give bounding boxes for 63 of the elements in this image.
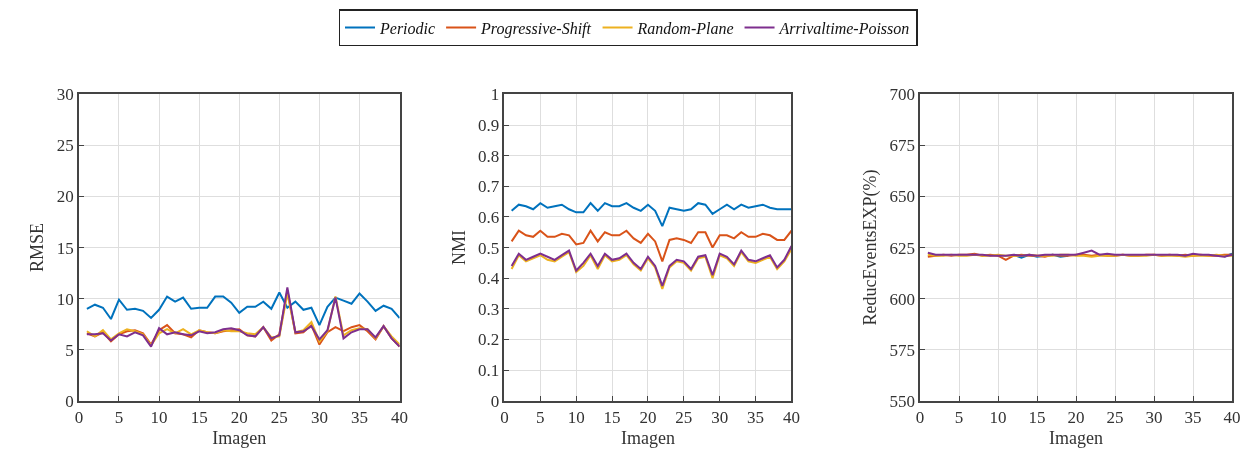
line-series	[510, 202, 792, 228]
x-tick-label: 40	[782, 407, 800, 427]
y-tick-label: 0.5	[478, 238, 500, 258]
x-tick-label: 25	[1106, 407, 1124, 427]
x-tick-label: 35	[351, 407, 369, 427]
x-tick-label: 20	[230, 407, 248, 427]
x-tick-label: 15	[603, 407, 621, 427]
legend-label: Periodic	[379, 19, 436, 37]
y-axis-title: RMSE	[27, 223, 48, 273]
x-tick-label: 35	[1184, 407, 1202, 427]
y-axis-title: ReducEventsEXP(%)	[860, 169, 882, 326]
x-axis-title: Imagen	[620, 428, 675, 449]
y-tick-label: 700	[889, 85, 915, 105]
y-tick-label: 1	[490, 85, 500, 105]
y-tick-label: 30	[56, 85, 74, 105]
y-tick-label: 15	[56, 238, 74, 258]
legend-label: Progressive-Shift	[480, 19, 592, 38]
legend-label: Arrivaltime-Poisson	[778, 19, 910, 37]
y-tick-label: 650	[889, 187, 915, 207]
line-series	[85, 291, 400, 327]
y-tick-label: 675	[889, 136, 915, 156]
line-series	[510, 229, 792, 263]
x-tick-label: 10	[567, 407, 585, 427]
y-tick-label: 575	[889, 340, 915, 360]
x-tick-label: 40	[391, 407, 409, 427]
y-tick-label: 0.7	[478, 177, 500, 197]
x-tick-label: 5	[954, 407, 964, 427]
y-tick-label: 600	[889, 289, 915, 309]
x-axis-title: Imagen	[1049, 428, 1104, 449]
y-tick-label: 0.9	[478, 116, 500, 136]
y-tick-label: 5	[65, 340, 74, 360]
y-tick-label: 0.3	[478, 299, 500, 319]
x-tick-label: 30	[1145, 407, 1163, 427]
y-tick-label: 0	[65, 391, 74, 411]
y-tick-label: 0.8	[478, 146, 500, 166]
x-tick-label: 25	[270, 407, 288, 427]
x-tick-label: 5	[536, 407, 545, 427]
x-tick-label: 15	[190, 407, 208, 427]
x-tick-label: 40	[1223, 407, 1241, 427]
x-tick-label: 5	[114, 407, 124, 427]
y-tick-label: 20	[56, 187, 74, 207]
y-tick-label: 0.4	[478, 269, 500, 289]
x-tick-label: 30	[310, 407, 328, 427]
x-tick-label: 10	[150, 407, 168, 427]
x-tick-label: 20	[639, 407, 657, 427]
x-tick-label: 10	[989, 407, 1007, 427]
y-tick-label: 10	[56, 289, 74, 309]
y-tick-label: 25	[56, 136, 74, 156]
x-tick-label: 20	[1067, 407, 1085, 427]
x-tick-label: 35	[747, 407, 765, 427]
x-axis-title: Imagen	[212, 428, 267, 449]
y-tick-label: 0.2	[478, 330, 500, 350]
y-axis-title: NMI	[448, 230, 469, 266]
x-tick-label: 30	[711, 407, 729, 427]
y-tick-label: 550	[889, 391, 915, 411]
x-tick-label: 25	[675, 407, 693, 427]
x-tick-label: 15	[1028, 407, 1046, 427]
y-tick-label: 0.6	[478, 207, 500, 227]
line-series	[926, 249, 1233, 258]
y-tick-label: 0	[490, 391, 500, 411]
y-tick-label: 0.1	[478, 360, 500, 380]
legend-label: Random-Plane	[636, 19, 734, 37]
y-tick-label: 625	[889, 238, 915, 258]
